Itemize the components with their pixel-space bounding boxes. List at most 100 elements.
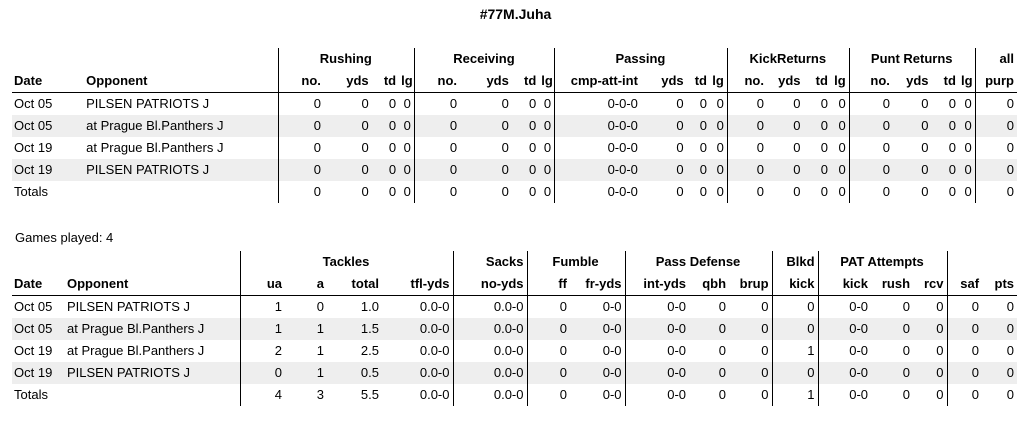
offense-column-header-row: Date Opponent no. yds td lg no. yds td lg cmp-att-… — [12, 70, 1017, 93]
stat-cell: 0 — [793, 96, 801, 111]
stat-cell: 0 — [729, 318, 773, 340]
stat-cell: 0.0-0 — [452, 340, 527, 362]
stat-cell: 0 — [793, 140, 801, 155]
stat-cell: 0.0-0 — [419, 343, 450, 358]
defense-header-cell: kick — [771, 273, 819, 296]
stat-cell: 0 — [726, 159, 767, 181]
offense-header-cell: yds — [323, 70, 372, 93]
totals-cell: 0 — [277, 181, 324, 203]
stat-cell: 0 — [710, 159, 728, 181]
stat-cell: 0-0 — [817, 362, 872, 384]
stat-cell: 0 — [686, 115, 710, 137]
stat-cell: 0 — [460, 159, 512, 181]
stat-cell: 0 — [948, 140, 956, 155]
offense-header-cell: td — [686, 70, 710, 93]
stat-cell: 0 — [830, 159, 850, 181]
offense-header-cell: Date — [12, 70, 85, 93]
opponent-cell: at Prague Bl.Panthers J — [67, 343, 205, 358]
stat-cell: 0-0-0 — [554, 115, 641, 137]
date-cell: Oct 19 — [14, 140, 53, 155]
offense-header-cell: Opponent — [84, 70, 279, 93]
stat-cell: 0-0-0 — [554, 137, 641, 159]
stat-cell: 0 — [371, 115, 400, 137]
table-row: Oct 19 PILSEN PATRIOTS J 0 1 0.5 0.0-0 0.0-0 0 0… — [12, 362, 1018, 384]
stat-cell: 0.0-0 — [382, 362, 453, 384]
stat-cell: 0 — [946, 318, 983, 340]
stat-cell: 0 — [413, 159, 461, 181]
stat-cell: 0 — [948, 96, 956, 111]
totals-cell: 0 — [974, 181, 1017, 203]
defense-header-cell: no-yds — [452, 273, 527, 296]
defense-header-cell: ua — [239, 273, 285, 296]
stat-cell: 0-0 — [817, 340, 872, 362]
stat-cell: 0 — [771, 362, 819, 384]
stat-cell: 0 — [501, 96, 509, 111]
stat-cell: 0 — [323, 115, 372, 137]
table-row: Oct 19 at Prague Bl.Panthers J 0 0 0 0 0 0 0 0 0-0… — [12, 137, 1017, 159]
totals-cell: 0-0-0 — [554, 181, 641, 203]
stat-cell: 0 — [921, 96, 929, 111]
offense-header-cell: yds — [766, 70, 804, 93]
totals-cell: 0 — [543, 184, 552, 199]
stat-cell: 0 — [699, 96, 707, 111]
stat-cell: 0 — [936, 343, 944, 358]
stat-cell: 0 — [848, 92, 893, 115]
stat-cell: 0 — [323, 159, 372, 181]
stat-cell: 0 — [913, 318, 948, 340]
stat-cell: 0 — [838, 96, 846, 111]
stat-cell: 0 — [640, 115, 687, 137]
offense-header-cell: td — [931, 70, 959, 93]
date-cell: Oct 19 — [12, 159, 85, 181]
stat-cell: 0 — [982, 318, 1018, 340]
date-cell: Oct 05 — [12, 115, 85, 137]
stat-cell: 0-0 — [817, 318, 872, 340]
date-cell: Oct 19 — [14, 343, 53, 358]
defense-header-cell: pts — [982, 273, 1018, 296]
defense-group-header-row: Tackles Sacks Fumble Pass Defense Blkd P… — [12, 251, 1017, 273]
defense-header-cell: rcv — [913, 273, 948, 296]
stat-cell: 0-0 — [602, 299, 622, 314]
stat-cell: 0 — [931, 159, 959, 181]
totals-cell: 4 — [239, 384, 285, 406]
stat-cell: 0 — [946, 295, 983, 318]
totals-cell: 0 — [526, 384, 570, 406]
defense-header-cell: a — [285, 273, 327, 296]
totals-cell: 0 — [936, 387, 944, 402]
totals-cell: 0 — [848, 181, 893, 203]
totals-cell: 0 — [699, 184, 707, 199]
offense-header-cell: lg — [710, 70, 728, 93]
offense-header-cell: no. — [848, 70, 893, 93]
totals-label: Totals — [14, 387, 48, 402]
totals-cell: 0 — [726, 181, 767, 203]
totals-cell: 0 — [529, 184, 537, 199]
stat-cell: 0 — [761, 299, 769, 314]
totals-cell: 0 — [921, 184, 929, 199]
defense-header-cell: rush — [871, 273, 914, 296]
stat-cell: 0 — [1006, 299, 1015, 314]
defense-stats-table: Tackles Sacks Fumble Pass Defense Blkd P… — [12, 251, 1018, 406]
stat-cell: 0-0 — [624, 295, 690, 318]
stat-cell: 0 — [964, 140, 972, 155]
stat-cell: 1.0 — [360, 299, 379, 314]
stat-cell: 0 — [766, 159, 804, 181]
offense-header-cell: cmp-att-int — [554, 70, 641, 93]
stat-cell: 0 — [820, 96, 828, 111]
stat-cell: 0 — [936, 299, 944, 314]
stat-cell: 0-0 — [624, 362, 690, 384]
stat-cell: 0-0-0 — [554, 159, 641, 181]
stat-cell: 0 — [921, 140, 929, 155]
opponent-cell: PILSEN PATRIOTS J — [84, 159, 279, 181]
opponent-cell: at Prague Bl.Panthers J — [84, 115, 279, 137]
stat-cell: 0 — [239, 362, 285, 384]
totals-cell: 0.0-0 — [452, 384, 527, 406]
stat-cell: 1 — [771, 340, 819, 362]
stat-cell: 0 — [848, 115, 893, 137]
offense-header-cell: no. — [277, 70, 324, 93]
totals-cell: 0 — [403, 184, 411, 199]
totals-cell: 0 — [902, 387, 911, 402]
stat-cell: 0 — [820, 140, 828, 155]
group-rushing: Rushing — [277, 48, 415, 70]
stat-cell: 0 — [689, 318, 730, 340]
stat-cell: 0 — [361, 140, 369, 155]
table-row: Oct 05 PILSEN PATRIOTS J 1 0 1.0 0.0-0 0.0-0 0 0… — [12, 295, 1017, 318]
